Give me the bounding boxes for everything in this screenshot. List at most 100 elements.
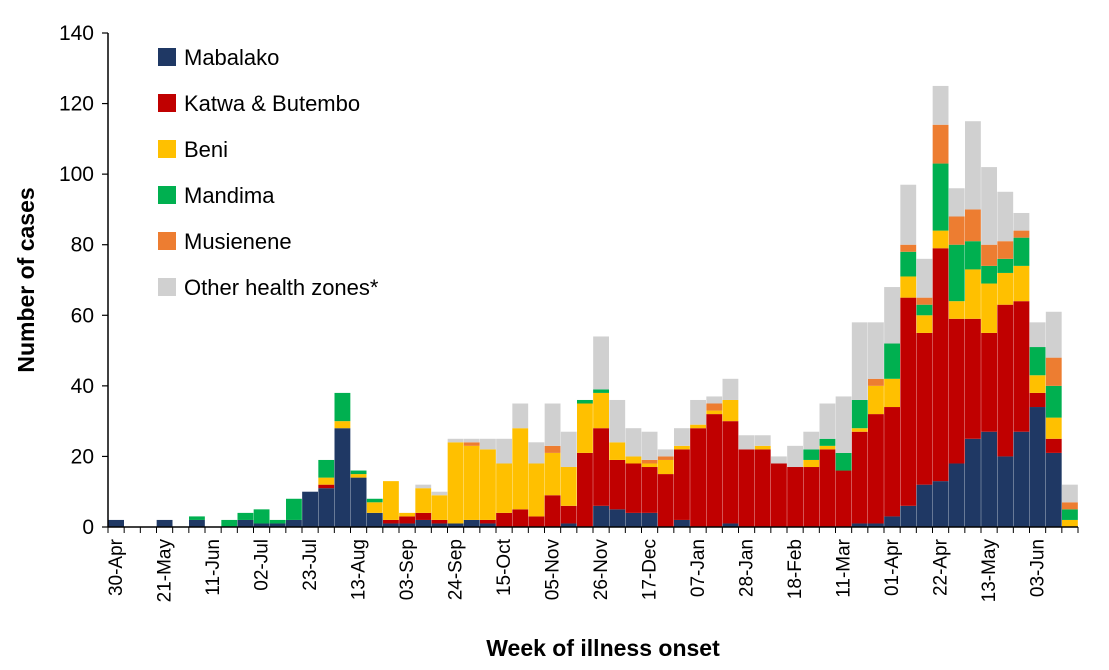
bar-segment-beni-week-48 [884, 378, 900, 408]
bar-segment-mabalako-week-20 [431, 523, 448, 527]
bar-segment-katwa-butembo-week-18 [399, 516, 415, 524]
bar-segment-beni-week-29 [577, 403, 593, 453]
bar-segment-katwa-butembo-week-13 [318, 484, 335, 489]
x-axis-title: Week of illness onset [486, 635, 720, 661]
bar-segment-musienene-week-54 [981, 244, 997, 266]
bar-segment-katwa-butembo-week-56 [1013, 301, 1030, 432]
bar-segment-katwa-butembo-week-17 [383, 519, 399, 524]
bar-segment-other-health-zones-week-26 [528, 442, 545, 464]
bar-segment-mabalako-week-9 [253, 523, 270, 527]
bar-segment-katwa-butembo-week-43 [803, 467, 820, 527]
bar-segment-katwa-butembo-week-34 [657, 474, 674, 527]
bar-segment-beni-week-19 [415, 488, 432, 513]
bar-segment-mabalako-week-19 [415, 519, 432, 527]
bar-segment-katwa-butembo-week-53 [965, 318, 981, 439]
bar-segment-beni-week-27 [544, 452, 561, 496]
y-tick-label: 80 [71, 234, 94, 257]
bar-segment-mandima-week-57 [1029, 347, 1046, 376]
bar-segment-beni-week-13 [318, 477, 335, 485]
bar-segment-other-health-zones-week-35 [674, 428, 690, 446]
bar-segment-beni-week-58 [1045, 417, 1062, 439]
legend-swatch [158, 48, 176, 66]
legend-swatch [158, 232, 176, 250]
bar-segment-katwa-butembo-week-28 [560, 505, 577, 524]
bar-segment-beni-week-16 [366, 502, 383, 513]
bar-segment-katwa-butembo-week-26 [528, 516, 545, 527]
bar-segment-mabalako-week-50 [916, 484, 933, 527]
bar-segment-katwa-butembo-week-35 [674, 449, 690, 520]
bar-segment-katwa-butembo-week-20 [431, 519, 448, 524]
bar-segment-beni-week-32 [625, 456, 642, 464]
bar-segment-other-health-zones-week-32 [625, 428, 642, 457]
bar-segment-mabalako-week-57 [1029, 407, 1046, 527]
bar-segment-mandima-week-13 [318, 459, 335, 478]
legend-label: Mabalako [184, 45, 279, 70]
bar-segment-other-health-zones-week-43 [803, 431, 820, 450]
bar-segment-katwa-butembo-week-31 [609, 459, 626, 510]
bar-segment-mandima-week-56 [1013, 237, 1030, 266]
bar-segment-musienene-week-56 [1013, 230, 1030, 238]
bar-segment-musienene-week-53 [965, 209, 981, 242]
bar-segment-mandima-week-54 [981, 265, 997, 284]
bar-segment-katwa-butembo-week-45 [835, 470, 852, 527]
bar-segment-musienene-week-33 [641, 459, 658, 464]
bar-segment-beni-week-36 [690, 424, 706, 429]
legend-label: Musienene [184, 229, 292, 254]
y-tick-label: 20 [71, 445, 94, 468]
bar-segment-beni-week-40 [754, 445, 771, 450]
bar-segment-mabalako-week-28 [560, 523, 577, 527]
bar-segment-other-health-zones-week-42 [787, 445, 803, 468]
y-tick-label: 60 [71, 304, 94, 327]
x-tick-label: 26-Nov [591, 539, 612, 601]
bar-segment-mandima-week-55 [997, 258, 1014, 273]
legend: Mabalako Katwa & Butembo Beni Mandima Musien… [158, 45, 379, 300]
bar-segment-mandima-week-49 [900, 251, 917, 277]
bar-segment-beni-week-17 [383, 481, 399, 520]
bar-segment-musienene-week-49 [900, 244, 917, 252]
bar-segment-mabalako-week-32 [625, 512, 642, 527]
bars-layer [108, 85, 1078, 527]
bar-segment-mabalako-week-14 [334, 428, 351, 527]
bar-segment-other-health-zones-week-48 [884, 287, 900, 344]
bar-segment-beni-week-53 [965, 269, 981, 319]
bar-segment-mabalako-week-12 [302, 491, 318, 527]
bar-segment-other-health-zones-week-47 [868, 322, 884, 379]
bar-segment-mabalako-week-18 [399, 523, 415, 527]
bar-segment-mandima-week-30 [593, 389, 609, 393]
bar-segment-beni-week-25 [512, 428, 529, 510]
bar-segment-beni-week-21 [447, 442, 464, 524]
bar-segment-mandima-week-15 [350, 470, 367, 475]
x-tick-label: 13-May [979, 539, 1000, 603]
bar-segment-katwa-butembo-week-38 [722, 421, 739, 524]
bar-segment-musienene-week-27 [544, 445, 561, 453]
bar-segment-katwa-butembo-week-40 [754, 449, 771, 527]
bar-segment-mandima-week-51 [932, 163, 949, 231]
bar-segment-katwa-butembo-week-37 [706, 414, 723, 527]
y-tick-label: 120 [59, 93, 94, 116]
bar-segment-other-health-zones-week-59 [1062, 484, 1078, 503]
bar-segment-katwa-butembo-week-32 [625, 463, 642, 513]
bar-segment-musienene-week-37 [706, 403, 723, 411]
bar-segment-beni-week-56 [1013, 265, 1030, 302]
bar-segment-mabalako-week-33 [641, 512, 658, 527]
bar-segment-beni-week-30 [593, 392, 609, 429]
bar-segment-mandima-week-43 [803, 449, 820, 460]
bar-segment-mabalako-week-15 [350, 477, 367, 527]
bar-segment-katwa-butembo-week-24 [496, 512, 512, 527]
bar-segment-beni-week-26 [528, 463, 545, 517]
bar-segment-other-health-zones-week-28 [560, 431, 577, 468]
bar-segment-mabalako-week-8 [237, 519, 254, 527]
bar-segment-beni-week-47 [868, 385, 884, 415]
bar-segment-katwa-butembo-week-19 [415, 512, 432, 520]
bar-segment-other-health-zones-week-24 [496, 438, 512, 464]
bar-segment-other-health-zones-week-31 [609, 399, 626, 443]
y-tick-label: 40 [71, 375, 94, 398]
x-tick-label: 01-Apr [882, 538, 903, 596]
y-axis-ticks: 0 20 40 60 80 100 120 140 [59, 22, 108, 539]
bar-segment-katwa-butembo-week-30 [593, 428, 609, 506]
bar-segment-katwa-butembo-week-29 [577, 452, 593, 527]
x-tick-label: 30-Apr [106, 538, 127, 596]
bar-segment-other-health-zones-week-44 [819, 403, 836, 439]
x-tick-label: 18-Feb [785, 539, 806, 599]
bar-segment-beni-week-54 [981, 283, 997, 333]
